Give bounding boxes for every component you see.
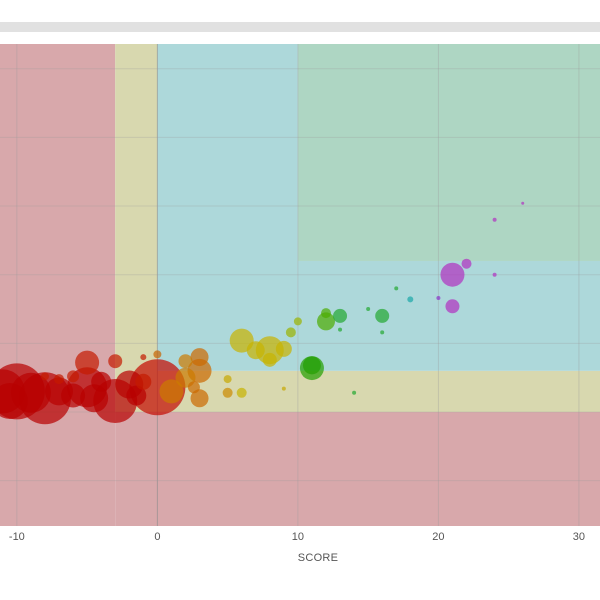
- x-axis-title: SCORE: [298, 552, 339, 564]
- data-point[interactable]: [54, 374, 65, 385]
- data-point[interactable]: [61, 383, 86, 408]
- data-point[interactable]: [223, 375, 232, 384]
- data-point[interactable]: [492, 272, 497, 277]
- data-point[interactable]: [262, 352, 277, 367]
- x-tick-labels: -10 0 10 20 30: [9, 531, 585, 543]
- grid-layer: [0, 44, 600, 526]
- data-point[interactable]: [293, 317, 302, 326]
- data-point[interactable]: [246, 341, 265, 360]
- data-point[interactable]: [91, 371, 112, 392]
- data-point[interactable]: [338, 327, 343, 332]
- background-region: [115, 44, 158, 413]
- x-tick-label: 0: [154, 531, 160, 543]
- data-point[interactable]: [320, 308, 331, 319]
- x-tick-label: -10: [9, 531, 25, 543]
- data-point[interactable]: [159, 379, 184, 404]
- data-point[interactable]: [67, 370, 80, 383]
- data-point[interactable]: [75, 350, 100, 375]
- data-point[interactable]: [153, 350, 162, 359]
- data-point[interactable]: [140, 354, 147, 361]
- data-point[interactable]: [135, 373, 152, 390]
- data-point[interactable]: [222, 387, 233, 398]
- data-point[interactable]: [445, 299, 460, 314]
- x-tick-label: 10: [292, 531, 304, 543]
- top-scrollbar[interactable]: [0, 22, 600, 32]
- data-point[interactable]: [366, 307, 371, 312]
- background-region: [157, 44, 298, 371]
- data-point[interactable]: [394, 286, 399, 291]
- data-point[interactable]: [521, 201, 525, 205]
- data-point[interactable]: [461, 258, 472, 269]
- points-layer: [0, 201, 525, 425]
- data-point[interactable]: [302, 356, 321, 375]
- data-point[interactable]: [255, 336, 284, 365]
- data-point[interactable]: [275, 340, 292, 357]
- x-tick-label: 20: [432, 531, 444, 543]
- data-point[interactable]: [236, 387, 247, 398]
- data-point[interactable]: [285, 327, 296, 338]
- background-region: [297, 44, 600, 261]
- data-point[interactable]: [178, 354, 193, 369]
- background-region: [0, 44, 116, 526]
- data-point[interactable]: [375, 308, 390, 323]
- data-point[interactable]: [126, 385, 147, 406]
- background-region: [115, 412, 600, 526]
- data-point[interactable]: [190, 389, 209, 408]
- data-point[interactable]: [492, 217, 497, 222]
- data-point[interactable]: [407, 296, 414, 303]
- data-point[interactable]: [0, 383, 28, 420]
- data-point[interactable]: [440, 262, 465, 287]
- data-point[interactable]: [40, 372, 49, 381]
- data-point[interactable]: [190, 348, 209, 367]
- data-point[interactable]: [187, 381, 200, 394]
- data-point[interactable]: [333, 308, 348, 323]
- x-tick-label: 30: [573, 531, 585, 543]
- data-point[interactable]: [380, 330, 385, 335]
- region-layer: [0, 44, 600, 526]
- data-point[interactable]: [352, 390, 357, 395]
- data-point[interactable]: [281, 386, 286, 391]
- data-point[interactable]: [316, 312, 335, 331]
- data-point[interactable]: [436, 296, 441, 301]
- data-point[interactable]: [108, 354, 123, 369]
